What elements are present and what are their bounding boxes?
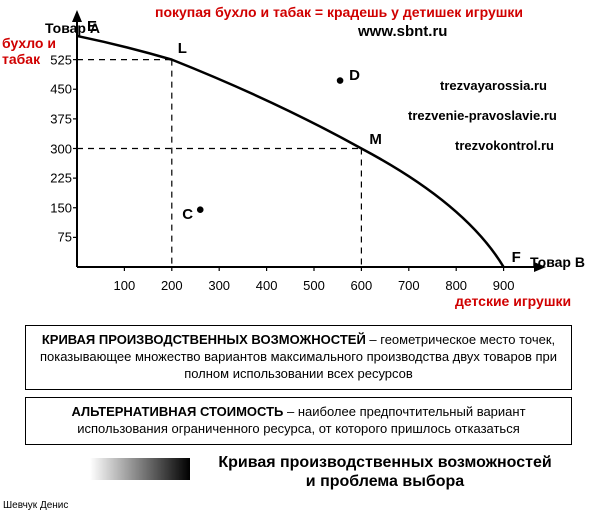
ppf-chart-svg <box>0 0 597 320</box>
definition-ppf-term: КРИВАЯ ПРОИЗВОДСТВЕННЫХ ВОЗМОЖНОСТЕЙ <box>42 332 366 347</box>
definition-box-ppf: КРИВАЯ ПРОИЗВОДСТВЕННЫХ ВОЗМОЖНОСТЕЙ – г… <box>25 325 572 390</box>
bottom-title: Кривая производственных возможностейи пр… <box>195 453 575 491</box>
author-credit: Шевчук Денис <box>3 500 68 511</box>
definition-box-opportunity-cost: АЛЬТЕРНАТИВНАЯ СТОИМОСТЬ – наиболее пред… <box>25 397 572 445</box>
gradient-bar <box>90 458 190 480</box>
definition-oc-term: АЛЬТЕРНАТИВНАЯ СТОИМОСТЬ <box>71 404 283 419</box>
y-ticks: 75150225300375450525 <box>0 0 72 330</box>
chart-area: покупая бухло и табак = крадешь у детише… <box>0 0 597 330</box>
